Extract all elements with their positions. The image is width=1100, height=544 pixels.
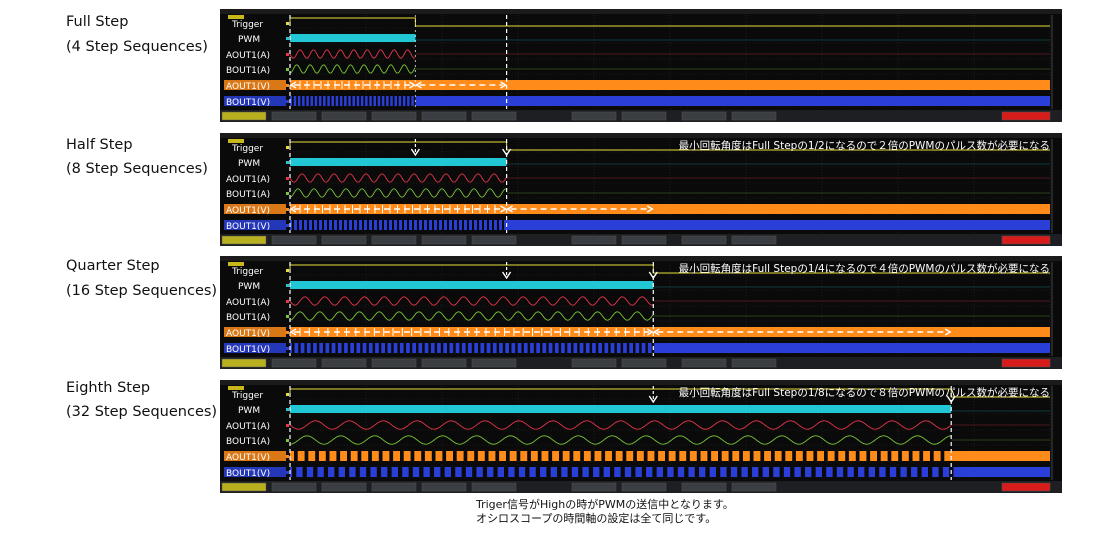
footer-note: Triger信号がHighの時がPWMの送信中となります。 オシロスコープの時間… — [476, 498, 734, 526]
channel-label-aout1v: AOUT1(V) — [226, 453, 270, 463]
annotation-text: 最小回転角度はFull Stepの1/4になるので４倍のPWMのパルス数が必要に… — [679, 262, 1050, 275]
channel-label-bout1a: BOUT1(A) — [226, 190, 270, 200]
channel-label-bout1a: BOUT1(A) — [226, 437, 270, 447]
channel-label-aout1a: AOUT1(A) — [226, 422, 270, 432]
row-subtitle-full-step: (4 Step Sequences) — [66, 39, 208, 55]
channel-label-aout1a: AOUT1(A) — [226, 298, 270, 308]
footer-line-2: オシロスコープの時間軸の設定は全て同じです。 — [476, 512, 717, 525]
scope-full-step: Trigger PWM AOUT1(A) BOUT1(A) AOUT1(V) BOUT1(… — [220, 9, 1062, 122]
channel-label-aout1a: AOUT1(A) — [226, 175, 270, 185]
annotation-text: 最小回転角度はFull Stepの1/2になるので２倍のPWMのパルス数が必要に… — [679, 139, 1050, 152]
footer-line-1: Triger信号がHighの時がPWMの送信中となります。 — [476, 498, 734, 511]
channel-label-aout1v: AOUT1(V) — [226, 329, 270, 339]
channel-label-trigger: Trigger — [231, 144, 263, 154]
channel-label-aout1v: AOUT1(V) — [226, 206, 270, 216]
channel-label-aout1a: AOUT1(A) — [226, 51, 270, 61]
row-subtitle-quarter-step: (16 Step Sequences) — [66, 283, 218, 299]
channel-label-pwm: PWM — [238, 159, 260, 169]
scope-eighth-step: Trigger PWM AOUT1(A) BOUT1(A) AOUT1(V) BOUT1(… — [220, 380, 1062, 493]
channel-label-pwm: PWM — [238, 406, 260, 416]
row-title-half-step: Half Step — [66, 137, 133, 153]
row-title-full-step: Full Step — [66, 14, 129, 30]
channel-label-pwm: PWM — [238, 35, 260, 45]
scope-half-step: Trigger PWM AOUT1(A) BOUT1(A) AOUT1(V) BOUT1(… — [220, 133, 1062, 246]
channel-label-trigger: Trigger — [231, 20, 263, 30]
row-title-eighth-step: Eighth Step — [66, 380, 151, 396]
channel-label-bout1v: BOUT1(V) — [226, 345, 270, 355]
channel-label-aout1v: AOUT1(V) — [226, 82, 270, 92]
annotation-text: 最小回転角度はFull Stepの1/8になるので８倍のPWMのパルス数が必要に… — [679, 386, 1050, 399]
scope-quarter-step: Trigger PWM AOUT1(A) BOUT1(A) AOUT1(V) BOUT1(… — [220, 256, 1062, 369]
row-subtitle-eighth-step: (32 Step Sequences) — [66, 404, 218, 420]
row-subtitle-half-step: (8 Step Sequences) — [66, 161, 208, 177]
channel-label-bout1v: BOUT1(V) — [226, 469, 270, 479]
channel-label-trigger: Trigger — [231, 391, 263, 401]
channel-label-bout1a: BOUT1(A) — [226, 313, 270, 323]
channel-label-bout1a: BOUT1(A) — [226, 66, 270, 76]
channel-label-trigger: Trigger — [231, 267, 263, 277]
channel-label-bout1v: BOUT1(V) — [226, 222, 270, 232]
channel-label-pwm: PWM — [238, 282, 260, 292]
row-title-quarter-step: Quarter Step — [66, 258, 160, 274]
channel-label-bout1v: BOUT1(V) — [226, 98, 270, 108]
